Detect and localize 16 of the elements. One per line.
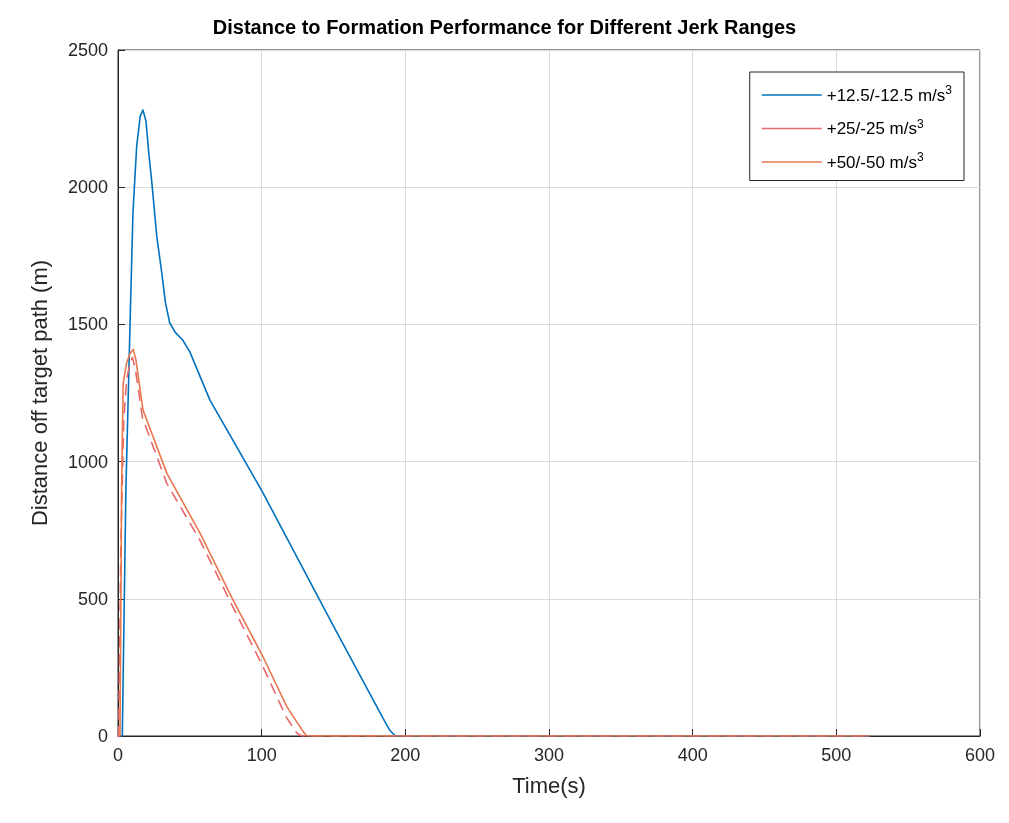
x-tick-label: 400 <box>677 745 708 765</box>
y-tick-label: 1000 <box>67 451 108 472</box>
x-tick-label: 600 <box>964 745 996 765</box>
chart-title: Distance to Formation Performance for Different Jerk Ranges <box>212 16 797 38</box>
y-axis-title: Distance off target path (m) <box>26 259 52 527</box>
x-axis-title: Time(s) <box>512 772 586 798</box>
x-tick-label: 0 <box>112 745 124 765</box>
x-tick-label: 100 <box>246 745 277 765</box>
y-tick-label: 2500 <box>67 40 108 60</box>
y-tick-label: 1500 <box>67 314 108 335</box>
x-tick-label: 300 <box>533 745 565 765</box>
y-tick-label: 0 <box>97 726 108 746</box>
y-tick-label: 500 <box>77 588 108 609</box>
y-tick-label: 2000 <box>67 177 108 198</box>
x-tick-label: 500 <box>821 745 852 765</box>
x-tick-label: 200 <box>390 745 421 765</box>
